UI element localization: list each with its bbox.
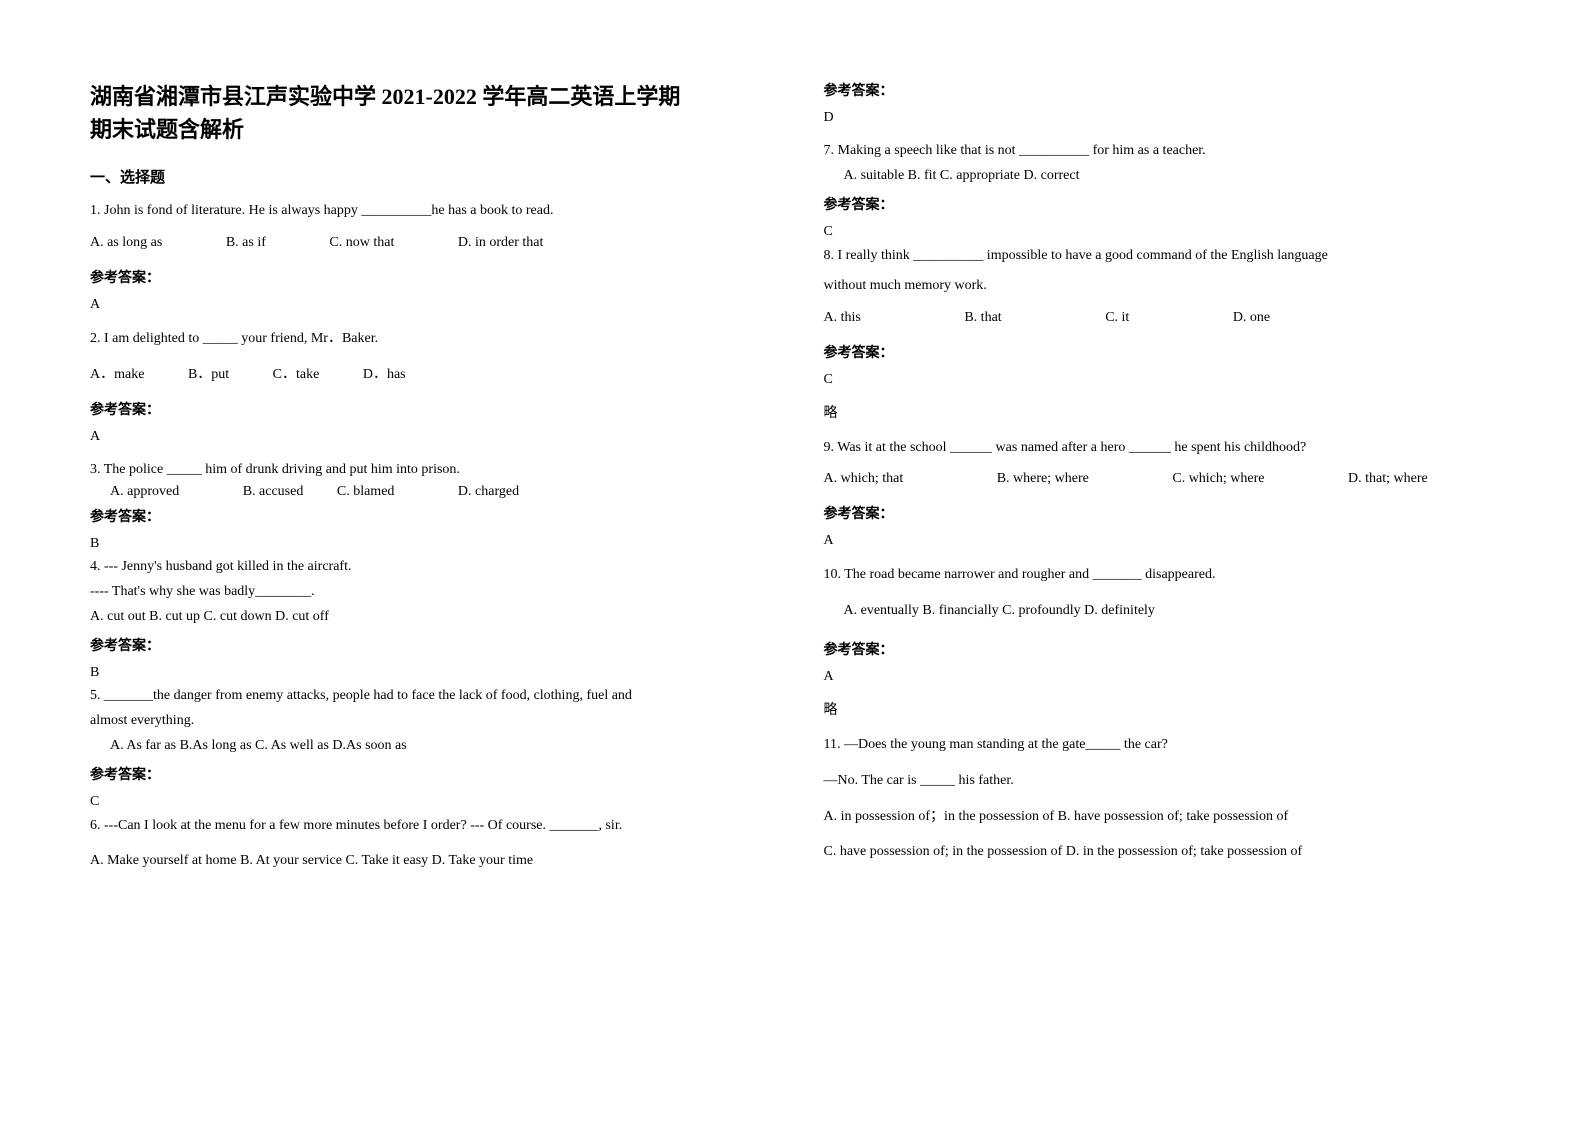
q9-opt-b: B. where; where	[997, 471, 1089, 487]
q2-opt-d: D．has	[363, 363, 406, 383]
q7-options: A. suitable B. fit C. appropriate D. cor…	[824, 165, 1498, 186]
q4-answer-label: 参考答案：	[90, 635, 764, 655]
title-line-2: 期末试题含解析	[90, 117, 244, 142]
q3-opt-c: C. blamed	[337, 484, 395, 500]
q4-line-1: 4. --- Jenny's husband got killed in the…	[90, 556, 764, 577]
q4-line-2: ---- That's why she was badly________.	[90, 581, 764, 602]
q5-line-2: almost everything.	[90, 710, 764, 731]
q1-opt-d: D. in order that	[458, 235, 544, 251]
q6-answer-label: 参考答案：	[824, 80, 1498, 100]
q8-opt-b: B. that	[964, 310, 1001, 326]
q9-stem: 9. Was it at the school ______ was named…	[824, 436, 1498, 460]
title-line-1: 湖南省湘潭市县江声实验中学 2021-2022 学年高二英语上学期	[90, 84, 680, 109]
q3-opt-a: A. approved	[110, 484, 179, 500]
doc-title: 湖南省湘潭市县江声实验中学 2021-2022 学年高二英语上学期 期末试题含解…	[90, 80, 764, 146]
q10-answer: A	[824, 669, 1498, 685]
q2-answer-label: 参考答案：	[90, 399, 764, 419]
q1-answer-label: 参考答案：	[90, 267, 764, 287]
q1-answer: A	[90, 297, 764, 313]
q9-opt-c: C. which; where	[1172, 471, 1264, 487]
q8-answer-label: 参考答案：	[824, 342, 1498, 362]
q2-answer: A	[90, 429, 764, 445]
q9-opt-a: A. which; that	[824, 471, 904, 487]
q2-stem: 2. I am delighted to _____ your friend, …	[90, 327, 764, 351]
q1-opt-b: B. as if	[226, 235, 266, 251]
q6-stem: 6. ---Can I look at the menu for a few m…	[90, 814, 764, 838]
q9-answer-label: 参考答案：	[824, 503, 1498, 523]
section-heading: 一、选择题	[90, 166, 764, 187]
q11-options-1: A. in possession of；in the possession of…	[824, 805, 1498, 829]
q3-answer: B	[90, 536, 764, 552]
q8-options: A. this B. that C. it D. one	[824, 310, 1498, 326]
q5-answer: C	[90, 794, 764, 810]
q1-opt-c: C. now that	[329, 235, 394, 251]
q10-options: A. eventually B. financially C. profound…	[824, 599, 1498, 623]
q8-line-2: without much memory work.	[824, 274, 1498, 298]
q8-note: 略	[824, 402, 1498, 422]
left-column: 湖南省湘潭市县江声实验中学 2021-2022 学年高二英语上学期 期末试题含解…	[90, 80, 764, 1042]
q7-answer-label: 参考答案：	[824, 194, 1498, 214]
q8-opt-c: C. it	[1105, 310, 1129, 326]
q3-options: A. approved B. accused C. blamed D. char…	[90, 484, 764, 500]
q7-stem: 7. Making a speech like that is not ____…	[824, 140, 1498, 161]
q3-answer-label: 参考答案：	[90, 506, 764, 526]
q11-options-2: C. have possession of; in the possession…	[824, 840, 1498, 864]
q2-opt-b: B．put	[188, 363, 229, 383]
q8-opt-a: A. this	[824, 310, 861, 326]
q11-line-2: —No. The car is _____ his father.	[824, 769, 1498, 793]
q5-answer-label: 参考答案：	[90, 764, 764, 784]
q3-opt-d: D. charged	[458, 484, 519, 500]
q8-answer: C	[824, 372, 1498, 388]
q2-options: A．make B．put C．take D．has	[90, 363, 764, 383]
q9-answer: A	[824, 533, 1498, 549]
q5-line-1: 5. _______the danger from enemy attacks,…	[90, 685, 764, 706]
q7-answer: C	[824, 224, 1498, 240]
q8-line-1: 8. I really think __________ impossible …	[824, 244, 1498, 268]
q2-opt-c: C．take	[273, 363, 320, 383]
q5-options: A. As far as B.As long as C. As well as …	[90, 735, 764, 756]
q1-options: A. as long as B. as if C. now that D. in…	[90, 235, 764, 251]
q8-opt-d: D. one	[1233, 310, 1270, 326]
right-column: 参考答案： D 7. Making a speech like that is …	[824, 80, 1498, 1042]
q4-options: A. cut out B. cut up C. cut down D. cut …	[90, 606, 764, 627]
q2-opt-a: A．make	[90, 363, 144, 383]
q10-answer-label: 参考答案：	[824, 639, 1498, 659]
q11-line-1: 11. —Does the young man standing at the …	[824, 733, 1498, 757]
q3-opt-b: B. accused	[243, 484, 304, 500]
q9-options: A. which; that B. where; where C. which;…	[824, 471, 1498, 487]
q1-opt-a: A. as long as	[90, 235, 162, 251]
q3-stem: 3. The police _____ him of drunk driving…	[90, 459, 764, 480]
q6-options: A. Make yourself at home B. At your serv…	[90, 849, 764, 873]
q6-answer: D	[824, 110, 1498, 126]
q4-answer: B	[90, 665, 764, 681]
q1-stem: 1. John is fond of literature. He is alw…	[90, 199, 764, 223]
q10-note: 略	[824, 699, 1498, 719]
q9-opt-d: D. that; where	[1348, 471, 1428, 487]
q10-stem: 10. The road became narrower and rougher…	[824, 563, 1498, 587]
